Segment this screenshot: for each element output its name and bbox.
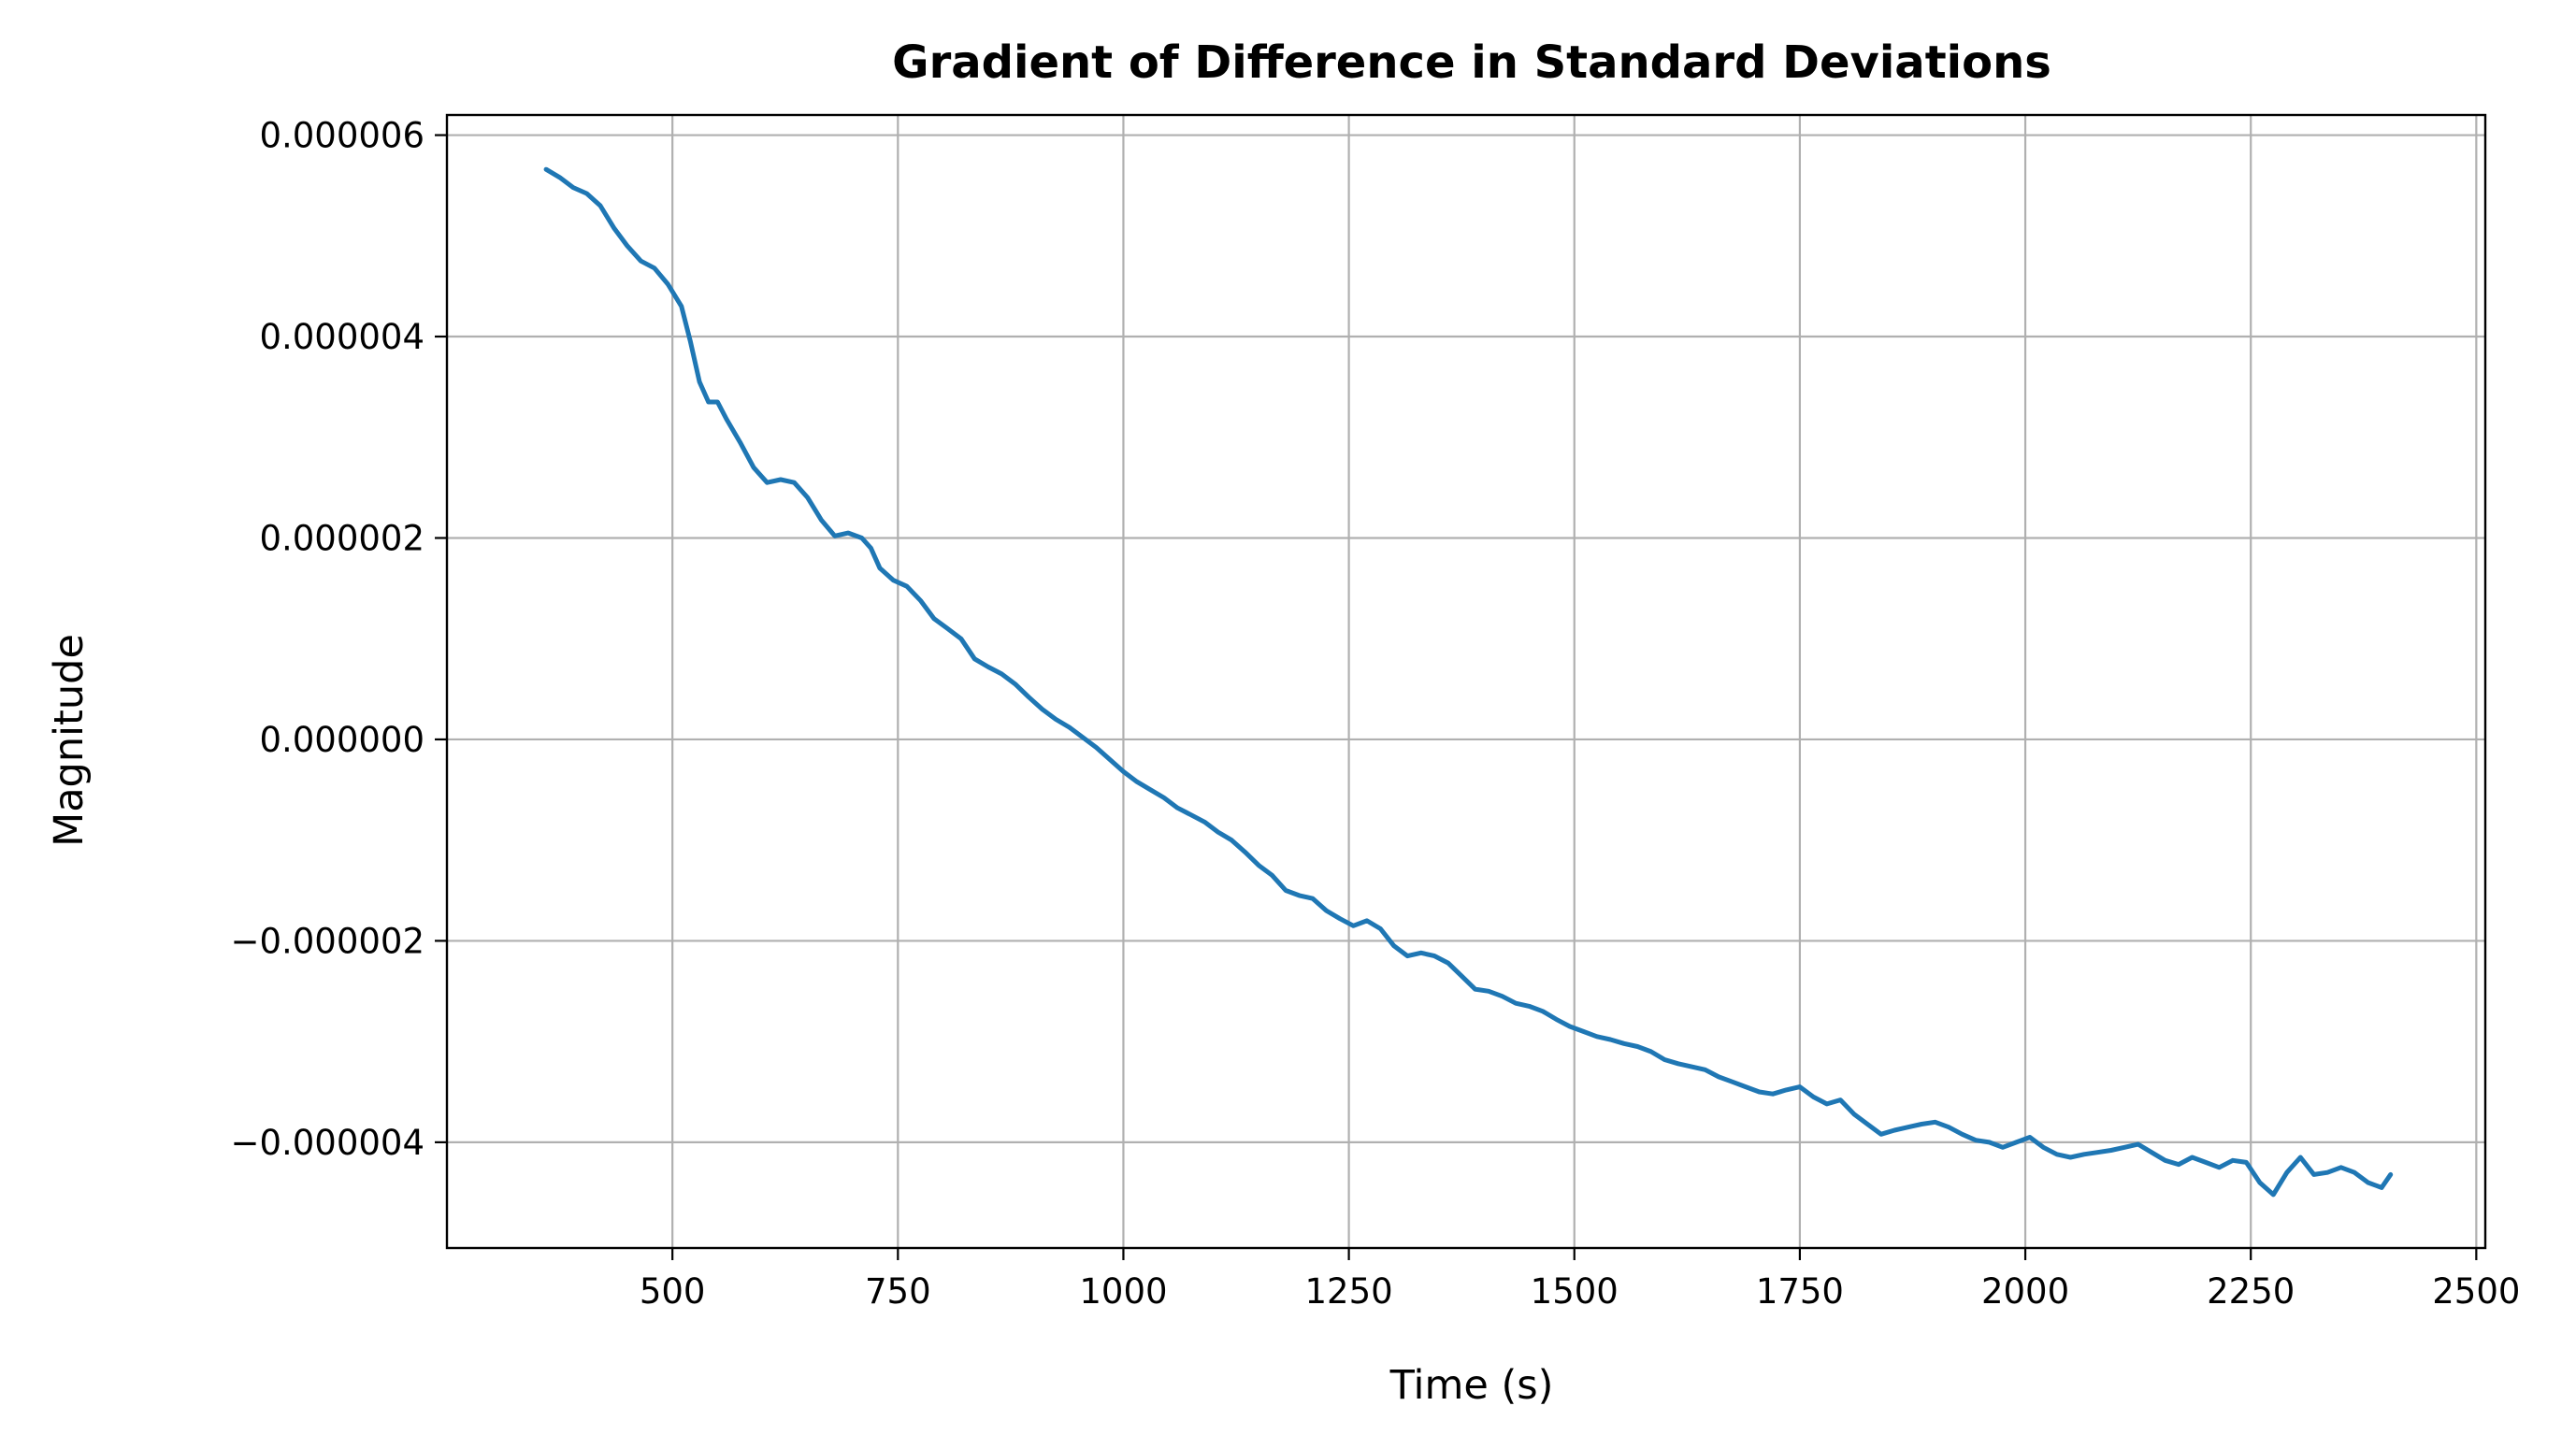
x-axis: 500 750 1000 1250 1500 1750 2000 2250 2500 [640,1248,2520,1312]
x-tick-label: 750 [865,1271,931,1312]
y-tick-label: −0.000002 [230,921,425,961]
y-tick-label: 0.000002 [259,518,425,558]
y-tick-label: −0.000004 [230,1123,425,1163]
series-line-0 [543,166,2394,1198]
plot-frame [445,113,2487,1250]
y-axis: −0.000004 −0.000002 0.000000 0.000002 0.0000… [230,116,447,1163]
y-tick-label: 0.000006 [259,116,425,156]
x-tick-label: 1250 [1305,1271,1393,1312]
x-axis-title: Time (s) [1389,1362,1554,1409]
y-tick-label: 0.000004 [259,317,425,357]
series-layer [543,166,2394,1198]
x-tick-label: 1500 [1531,1271,1619,1312]
x-tick-label: 2000 [1981,1271,2069,1312]
y-axis-title: Magnitude [46,634,93,847]
x-tick-label: 2500 [2432,1271,2520,1312]
x-tick-label: 2250 [2207,1271,2295,1312]
chart-title: Gradient of Difference in Standard Devia… [892,36,2051,89]
y-tick-label: 0.000000 [259,720,425,760]
grid [447,115,2485,1248]
x-tick-label: 1750 [1756,1271,1844,1312]
x-tick-label: 500 [640,1271,706,1312]
x-tick-label: 1000 [1079,1271,1167,1312]
